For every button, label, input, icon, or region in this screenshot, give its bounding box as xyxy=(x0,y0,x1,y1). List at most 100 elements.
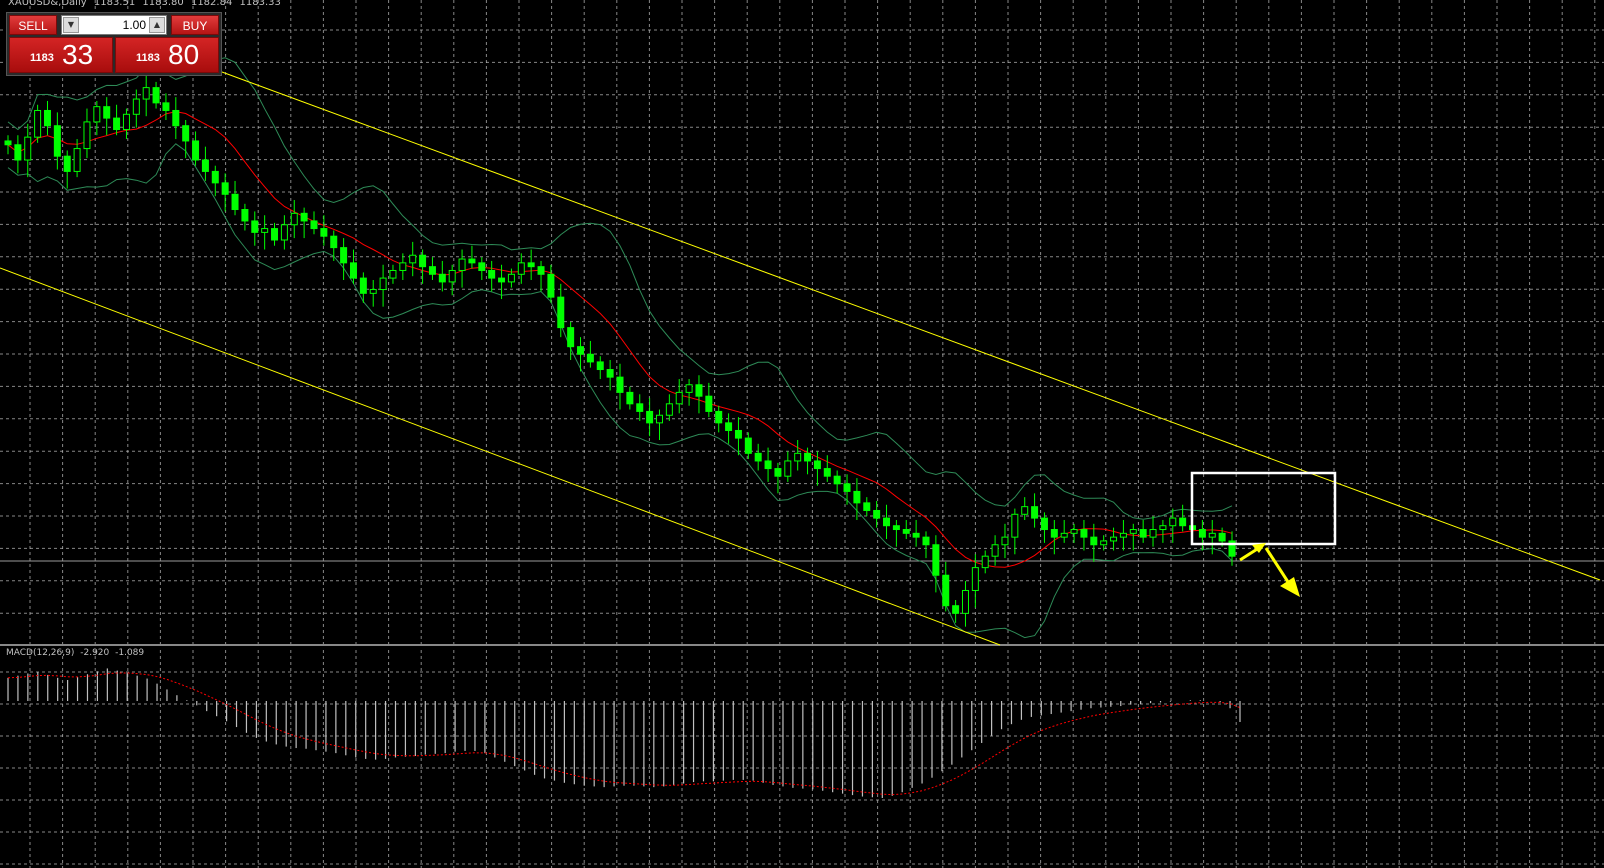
sell-price-button[interactable]: 1183 33 xyxy=(9,37,113,73)
candle-body xyxy=(1050,529,1058,538)
macd-main-value: -2.920 xyxy=(80,648,110,658)
lot-size-value[interactable]: 1.00 xyxy=(122,18,146,32)
candle-body xyxy=(379,277,387,291)
candle-body xyxy=(843,483,851,492)
candle-body xyxy=(883,517,891,527)
candle-body xyxy=(646,410,654,424)
candle-body xyxy=(389,269,397,279)
candle-body xyxy=(922,536,930,546)
candle-body xyxy=(873,509,881,519)
candle-body xyxy=(823,468,831,477)
ohlc-open: 1183.51 xyxy=(93,0,136,8)
candle-body xyxy=(764,460,772,470)
ohlc-close: 1183.33 xyxy=(239,0,281,8)
bollinger-lower-band xyxy=(7,143,1233,639)
candle-body xyxy=(813,460,821,470)
buy-button[interactable]: BUY xyxy=(171,15,219,35)
candle-body xyxy=(162,102,170,111)
candle-body xyxy=(655,414,663,424)
candle-body xyxy=(971,567,979,591)
moving-average-line xyxy=(7,111,1233,568)
annotation-arrow-down-head xyxy=(1280,577,1300,597)
candle-body xyxy=(675,391,683,405)
macd-signal-value: -1.089 xyxy=(115,648,145,658)
candle-body xyxy=(1060,532,1068,538)
candle-body xyxy=(1198,529,1206,538)
sell-button[interactable]: SELL xyxy=(9,15,57,35)
candle-body xyxy=(1001,536,1009,546)
candle-body xyxy=(774,468,782,477)
candle-body xyxy=(537,266,545,275)
candle-body xyxy=(468,258,476,264)
candle-body xyxy=(577,346,585,355)
candle-body xyxy=(695,384,703,397)
candle-body xyxy=(1110,536,1118,542)
annotation-arrow-up-head xyxy=(1252,543,1266,553)
annotation-arrow-down xyxy=(1264,547,1292,586)
lot-size-field[interactable]: ▼ 1.00 ▲ xyxy=(61,15,167,35)
candle-body xyxy=(1149,529,1157,538)
candle-body xyxy=(586,353,594,363)
candle-body xyxy=(211,170,219,184)
candle-body xyxy=(853,490,861,504)
candle-body xyxy=(1021,506,1029,515)
candle-body xyxy=(93,106,101,123)
candle-body xyxy=(804,452,812,462)
candle-body xyxy=(399,262,407,271)
chart-title-bar: XAUUSD&,Daily 1183.51 1183.80 1182.84 11… xyxy=(8,0,285,8)
candle-body xyxy=(280,224,288,241)
candle-body xyxy=(290,212,298,226)
candle-body xyxy=(132,98,140,115)
candle-body xyxy=(557,296,565,329)
candle-body xyxy=(1169,517,1177,527)
candle-body xyxy=(63,155,71,172)
candle-body xyxy=(330,235,338,249)
one-click-trading-panel: SELL ▼ 1.00 ▲ BUY 1183 33 1183 80 xyxy=(6,12,222,76)
candle-body xyxy=(409,254,417,264)
lot-decrease-button[interactable]: ▼ xyxy=(63,17,79,33)
macd-name: MACD(12,26,9) xyxy=(6,648,75,658)
candle-body xyxy=(172,109,180,127)
candle-body xyxy=(754,452,762,462)
sell-price-pips: 33 xyxy=(62,39,94,70)
candle-body xyxy=(419,254,427,268)
candle-body xyxy=(961,589,969,614)
candle-body xyxy=(863,502,871,511)
lower-channel-line xyxy=(0,267,1001,646)
candle-body xyxy=(952,605,960,614)
candle-body xyxy=(4,140,12,146)
candle-body xyxy=(24,136,32,161)
candle-body xyxy=(794,452,802,462)
buy-price-button[interactable]: 1183 80 xyxy=(115,37,219,73)
candle-body xyxy=(547,273,555,298)
candle-body xyxy=(1011,513,1019,538)
candle-body xyxy=(1208,532,1216,538)
candle-body xyxy=(488,269,496,279)
candle-body xyxy=(349,262,357,279)
candle-body xyxy=(320,228,328,237)
candle-body xyxy=(43,109,51,127)
candle-body xyxy=(616,376,624,393)
candle-body xyxy=(271,228,279,241)
candle-body xyxy=(478,262,486,271)
candle-body xyxy=(1139,529,1147,538)
candle-body xyxy=(1119,532,1127,538)
candle-body xyxy=(458,258,466,271)
candle-body xyxy=(734,429,742,439)
candle-body xyxy=(1179,517,1187,527)
lot-increase-button[interactable]: ▲ xyxy=(149,17,165,33)
candle-body xyxy=(251,220,259,233)
candle-body xyxy=(122,113,130,131)
candle-body xyxy=(498,277,506,283)
candle-body xyxy=(448,269,456,283)
candle-body xyxy=(14,144,22,161)
candle-body xyxy=(784,460,792,477)
macd-signal-line xyxy=(7,672,1241,796)
candle-body xyxy=(359,277,367,294)
candle-body xyxy=(507,273,515,283)
candle-body xyxy=(715,410,723,424)
candle-body xyxy=(606,369,614,378)
candle-body xyxy=(705,395,713,412)
candle-body xyxy=(241,209,249,222)
